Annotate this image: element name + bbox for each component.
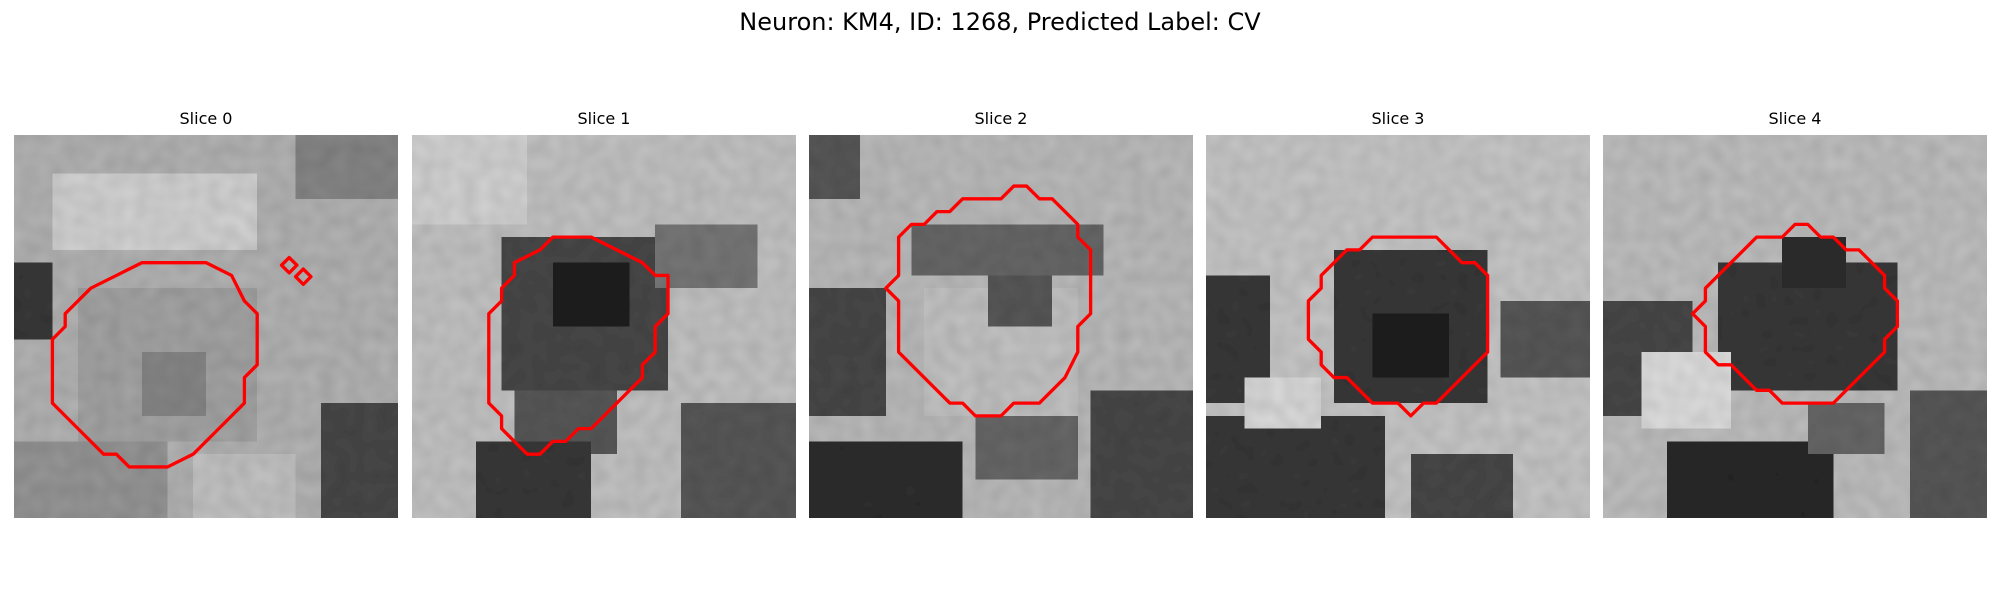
contour-3 xyxy=(1306,235,1490,418)
contour-0 xyxy=(50,255,313,469)
slice-panel-1: Slice 1 xyxy=(412,108,796,518)
slice-title-4: Slice 4 xyxy=(1768,109,1822,128)
slice-image-2 xyxy=(809,135,1193,518)
slice-panel-2: Slice 2 xyxy=(809,108,1193,518)
contour-1 xyxy=(487,235,670,456)
slice-title-1: Slice 1 xyxy=(577,109,631,128)
slice-image-4 xyxy=(1603,135,1987,518)
slice-panel-4: Slice 4 xyxy=(1603,108,1987,518)
contour-2 xyxy=(884,184,1093,418)
slice-image-0 xyxy=(14,135,398,518)
figure-title: Neuron: KM4, ID: 1268, Predicted Label: … xyxy=(739,8,1261,36)
slice-title-0: Slice 0 xyxy=(179,109,233,128)
slice-panel-0: Slice 0 xyxy=(14,108,398,518)
slice-title-3: Slice 3 xyxy=(1371,109,1425,128)
slice-title-2: Slice 2 xyxy=(974,109,1028,128)
slice-panel-3: Slice 3 xyxy=(1206,108,1590,518)
slice-image-1 xyxy=(412,135,796,518)
slice-image-3 xyxy=(1206,135,1590,518)
contour-4 xyxy=(1690,222,1900,405)
